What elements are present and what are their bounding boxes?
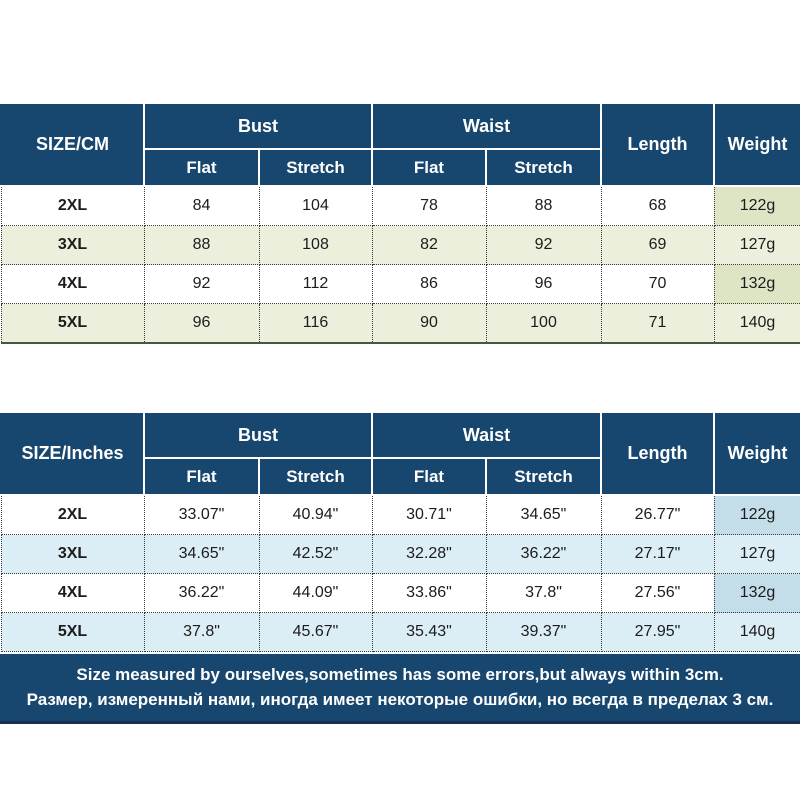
- cell-bust-flat: 96: [143, 303, 260, 344]
- size-table-inches: SIZE/Inches Bust Waist Length Weight Fla…: [0, 411, 800, 652]
- col-group-waist: Waist: [371, 102, 602, 150]
- col-header-length: Length: [600, 411, 715, 496]
- cell-bust-flat: 33.07": [143, 494, 260, 535]
- cell-waist-stretch: 96: [485, 264, 602, 304]
- col-header-weight: Weight: [713, 102, 800, 187]
- cell-size: 2XL: [0, 185, 145, 226]
- cell-bust-stretch: 42.52": [258, 534, 373, 574]
- cell-weight: 127g: [713, 225, 800, 265]
- cell-bust-flat: 84: [143, 185, 260, 226]
- cell-bust-stretch: 45.67": [258, 612, 373, 652]
- cell-bust-flat: 92: [143, 264, 260, 304]
- cell-length: 69: [600, 225, 715, 265]
- table-row-4xl: 4XL 92 112 86 96 70 132g: [0, 264, 800, 304]
- header-group-row: SIZE/Inches Bust Waist Length Weight: [0, 411, 800, 496]
- cell-length: 27.17": [600, 534, 715, 574]
- cell-bust-stretch: 116: [258, 303, 373, 344]
- cell-length: 27.95": [600, 612, 715, 652]
- cell-length: 71: [600, 303, 715, 344]
- cell-waist-flat: 32.28": [371, 534, 487, 574]
- col-group-waist: Waist: [371, 411, 602, 459]
- table-row-5xl: 5XL 37.8" 45.67" 35.43" 39.37" 27.95" 14…: [0, 612, 800, 652]
- col-subheader-bust-flat: Flat: [143, 148, 260, 187]
- table-row-3xl: 3XL 88 108 82 92 69 127g: [0, 225, 800, 265]
- cell-size: 4XL: [0, 573, 145, 613]
- col-subheader-bust-flat: Flat: [143, 457, 260, 496]
- cell-bust-stretch: 108: [258, 225, 373, 265]
- cell-weight: 140g: [713, 612, 800, 652]
- cell-weight: 132g: [713, 573, 800, 613]
- table-row-2xl: 2XL 33.07" 40.94" 30.71" 34.65" 26.77" 1…: [0, 494, 800, 535]
- table-row-4xl: 4XL 36.22" 44.09" 33.86" 37.8" 27.56" 13…: [0, 573, 800, 613]
- cell-length: 70: [600, 264, 715, 304]
- note-banner: Size measured by ourselves,sometimes has…: [0, 654, 800, 724]
- cell-bust-stretch: 104: [258, 185, 373, 226]
- size-table-cm: SIZE/CM Bust Waist Length Weight Flat St…: [0, 102, 800, 344]
- cell-size: 3XL: [0, 225, 145, 265]
- col-subheader-waist-flat: Flat: [371, 148, 487, 187]
- col-header-length: Length: [600, 102, 715, 187]
- cell-weight: 122g: [713, 494, 800, 535]
- col-subheader-bust-stretch: Stretch: [258, 148, 373, 187]
- cell-waist-flat: 78: [371, 185, 487, 226]
- header-sub-row: Flat Stretch Flat Stretch: [1, 457, 800, 496]
- cell-length: 27.56": [600, 573, 715, 613]
- cell-length: 26.77": [600, 494, 715, 535]
- cell-bust-flat: 34.65": [143, 534, 260, 574]
- cell-waist-stretch: 92: [485, 225, 602, 265]
- cell-waist-stretch: 88: [485, 185, 602, 226]
- note-line-english: Size measured by ourselves,sometimes has…: [76, 665, 724, 684]
- cell-waist-stretch: 100: [485, 303, 602, 344]
- cell-weight: 132g: [713, 264, 800, 304]
- cell-weight: 140g: [713, 303, 800, 344]
- cell-waist-stretch: 36.22": [485, 534, 602, 574]
- cell-waist-flat: 86: [371, 264, 487, 304]
- col-subheader-waist-stretch: Stretch: [485, 148, 602, 187]
- cell-length: 68: [600, 185, 715, 226]
- cell-weight: 122g: [713, 185, 800, 226]
- cell-waist-flat: 90: [371, 303, 487, 344]
- table-title-inches: SIZE/Inches: [0, 411, 145, 496]
- table-title-cm: SIZE/CM: [0, 102, 145, 187]
- cell-waist-stretch: 39.37": [485, 612, 602, 652]
- cell-bust-flat: 36.22": [143, 573, 260, 613]
- cell-size: 4XL: [0, 264, 145, 304]
- cell-waist-flat: 35.43": [371, 612, 487, 652]
- cell-waist-flat: 30.71": [371, 494, 487, 535]
- cell-bust-stretch: 112: [258, 264, 373, 304]
- cell-waist-stretch: 34.65": [485, 494, 602, 535]
- cell-size: 5XL: [0, 612, 145, 652]
- table-row-2xl: 2XL 84 104 78 88 68 122g: [0, 185, 800, 226]
- col-group-bust: Bust: [143, 102, 373, 150]
- col-subheader-waist-stretch: Stretch: [485, 457, 602, 496]
- cell-size: 2XL: [0, 494, 145, 535]
- col-header-weight: Weight: [713, 411, 800, 496]
- table-row-3xl: 3XL 34.65" 42.52" 32.28" 36.22" 27.17" 1…: [0, 534, 800, 574]
- table-row-5xl: 5XL 96 116 90 100 71 140g: [0, 303, 800, 344]
- header-sub-row: Flat Stretch Flat Stretch: [1, 148, 800, 187]
- cell-bust-flat: 37.8": [143, 612, 260, 652]
- cell-waist-stretch: 37.8": [485, 573, 602, 613]
- cell-waist-flat: 33.86": [371, 573, 487, 613]
- header-group-row: SIZE/CM Bust Waist Length Weight: [0, 102, 800, 187]
- cell-size: 5XL: [0, 303, 145, 344]
- col-subheader-bust-stretch: Stretch: [258, 457, 373, 496]
- col-subheader-waist-flat: Flat: [371, 457, 487, 496]
- cell-bust-flat: 88: [143, 225, 260, 265]
- note-line-russian: Размер, измеренный нами, иногда имеет не…: [26, 690, 774, 709]
- col-group-bust: Bust: [143, 411, 373, 459]
- cell-size: 3XL: [0, 534, 145, 574]
- cell-bust-stretch: 44.09": [258, 573, 373, 613]
- cell-weight: 127g: [713, 534, 800, 574]
- cell-bust-stretch: 40.94": [258, 494, 373, 535]
- cell-waist-flat: 82: [371, 225, 487, 265]
